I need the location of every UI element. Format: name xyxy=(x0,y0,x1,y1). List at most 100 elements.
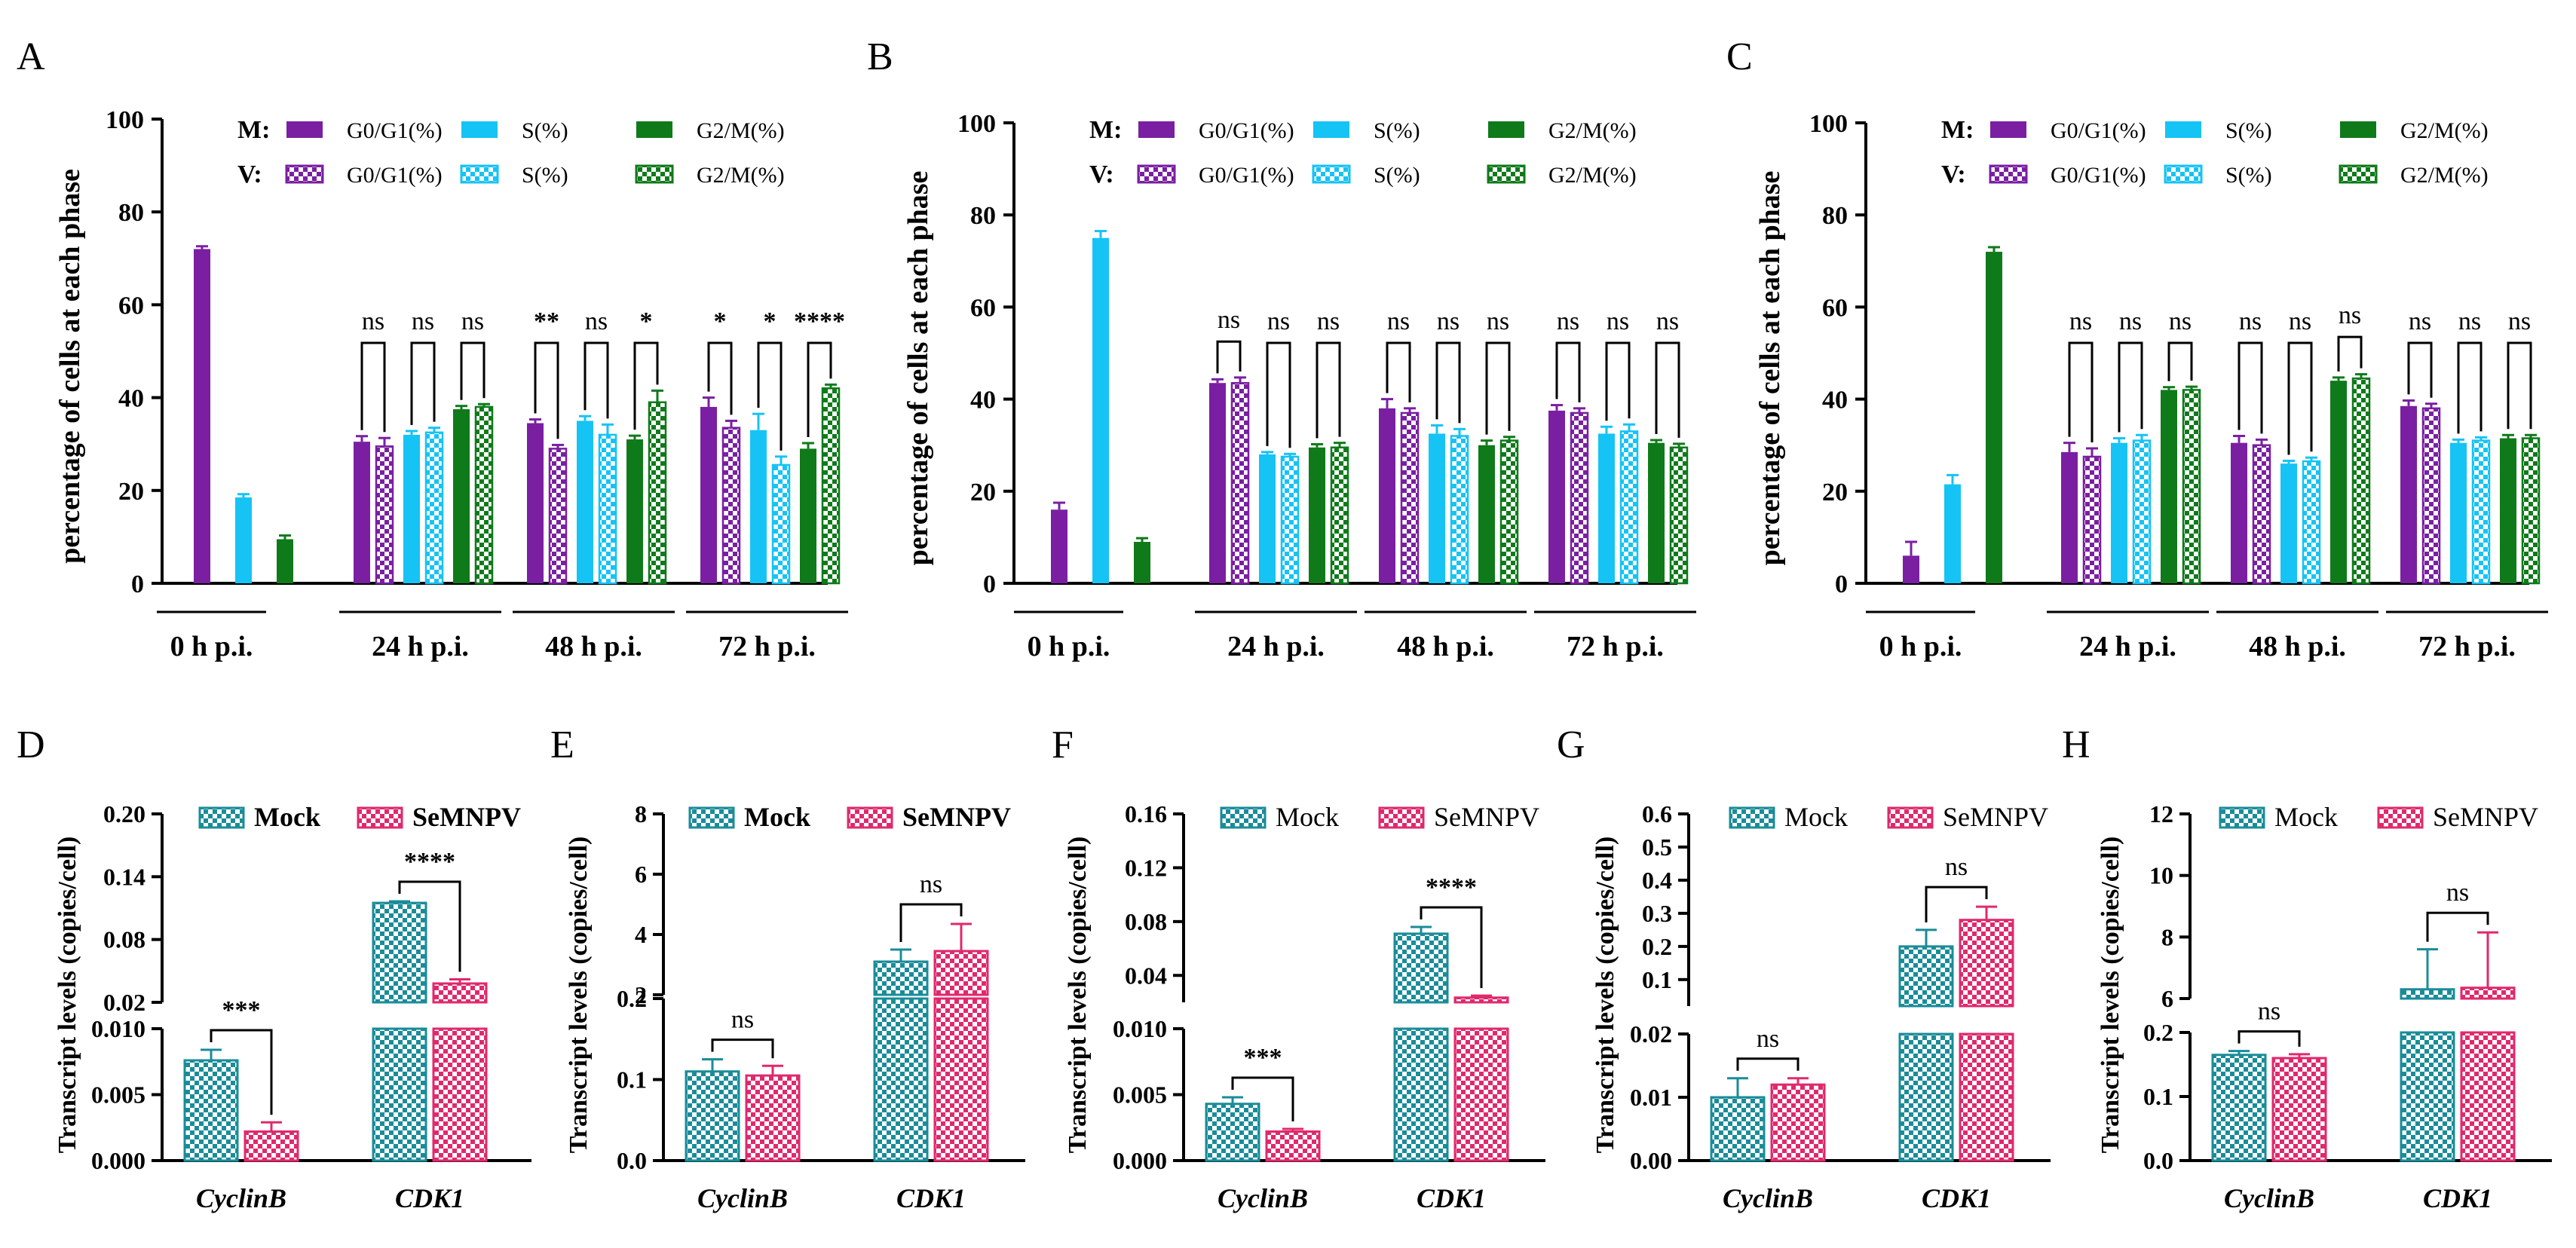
legend-row-label: V: xyxy=(237,161,262,188)
legend-label: G2/M(%) xyxy=(2400,118,2489,143)
significance-bracket xyxy=(1925,886,1988,922)
significance-label: **** xyxy=(404,848,455,876)
y-tick-label: 0 xyxy=(1835,570,1848,598)
significance-bracket xyxy=(633,341,659,430)
legend-label-mock: Mock xyxy=(1276,802,1339,832)
significance-bracket xyxy=(2238,341,2263,434)
legend-swatch xyxy=(2339,164,2378,184)
y-tick-label: 0.1 xyxy=(1642,966,1672,993)
significance-bracket xyxy=(584,341,609,419)
legend-label: S(%) xyxy=(1374,118,1420,143)
y-tick-label: 0.02 xyxy=(103,989,145,1016)
category-label: 0 h p.i. xyxy=(1028,631,1110,662)
y-tick-label: 6 xyxy=(635,861,647,888)
significance-label: ns xyxy=(1218,306,1240,334)
y-tick-label: 0.12 xyxy=(1125,854,1167,881)
y-axis-label: Transcript levels (copies/cell) xyxy=(1591,837,1619,1153)
legend-row-label: M: xyxy=(1941,116,1974,144)
significance-label: * xyxy=(640,307,653,335)
bar xyxy=(1330,446,1349,585)
significance-label: * xyxy=(714,307,727,335)
significance-bracket xyxy=(2068,341,2094,442)
category-label: 24 h p.i. xyxy=(372,631,469,662)
category-label: CDK1 xyxy=(395,1183,464,1213)
y-tick-label: 8 xyxy=(635,800,647,827)
y-tick-label: 0.3 xyxy=(1642,900,1672,927)
bar xyxy=(1669,446,1689,585)
bar xyxy=(2302,460,2321,585)
bar xyxy=(750,430,767,583)
significance-bracket xyxy=(1266,341,1291,448)
legend-row-label: V: xyxy=(1089,161,1114,188)
category-label: CyclinB xyxy=(1218,1183,1308,1213)
bar xyxy=(1265,1130,1321,1162)
y-tick-label: 0.010 xyxy=(91,1015,145,1042)
bar xyxy=(598,433,617,585)
bar xyxy=(2111,442,2127,583)
significance-label: **** xyxy=(1426,873,1477,901)
y-tick-label: 0.000 xyxy=(1113,1147,1167,1174)
y-tick-label: 0.5 xyxy=(1642,834,1672,861)
y-tick-label: 80 xyxy=(1822,202,1848,230)
significance-label: ns xyxy=(1757,1025,1779,1053)
legend-label: G0/G1(%) xyxy=(1199,163,1294,188)
bar xyxy=(1209,383,1226,583)
bar xyxy=(1903,555,1919,583)
bar xyxy=(235,497,252,583)
bar xyxy=(721,427,741,585)
significance-bracket xyxy=(1555,341,1581,402)
significance-label: ns xyxy=(1656,307,1679,335)
significance-label: ns xyxy=(2409,307,2431,335)
bar xyxy=(2280,463,2297,583)
legend-swatch xyxy=(2165,121,2201,138)
bar xyxy=(626,439,643,583)
significance-bracket xyxy=(1386,341,1411,402)
category-label: CDK1 xyxy=(2423,1183,2492,1213)
legend-swatch xyxy=(285,164,324,184)
category-label: CDK1 xyxy=(896,1183,966,1213)
y-tick-label: 0.08 xyxy=(1125,908,1167,935)
bar-lower xyxy=(873,997,929,1162)
legend-label-mock: Mock xyxy=(744,802,810,832)
bar xyxy=(2161,390,2177,583)
y-tick-label: 0.20 xyxy=(103,800,145,827)
bar xyxy=(1259,454,1276,583)
bar xyxy=(375,445,394,585)
bar-lower xyxy=(1959,1032,2014,1162)
legend-label: S(%) xyxy=(522,163,568,188)
legend-label: G0/G1(%) xyxy=(2051,118,2146,143)
transcript-chart-h: 6 8 10 12 0.0 0.1 0.2 Transcript levels (copies… xyxy=(2097,800,2552,1213)
legend-label: G2/M(%) xyxy=(1548,118,1637,143)
legend-swatch xyxy=(461,121,498,138)
significance-label: ns xyxy=(2339,301,2361,329)
bar xyxy=(2351,377,2371,585)
significance-label: ns xyxy=(2169,307,2192,335)
bar xyxy=(1548,410,1565,583)
bar-lower xyxy=(2400,1031,2455,1162)
bar xyxy=(648,401,667,585)
bar-upper xyxy=(1393,932,1449,1004)
panel-label-f: F xyxy=(1052,723,1074,766)
category-label: 72 h p.i. xyxy=(1567,631,1664,662)
bar xyxy=(183,1059,239,1162)
legend-row-label: V: xyxy=(1941,161,1966,188)
bar-lower xyxy=(1393,1027,1449,1162)
y-tick-label: 0.00 xyxy=(1630,1147,1672,1174)
significance-label: ns xyxy=(362,307,384,335)
category-label: CyclinB xyxy=(697,1183,788,1213)
significance-label: ns xyxy=(1317,307,1340,335)
significance-bracket xyxy=(707,341,733,415)
legend-swatch xyxy=(1990,121,2026,138)
legend-swatch xyxy=(1137,164,1176,184)
y-tick-label: 40 xyxy=(118,385,144,413)
significance-label: ns xyxy=(2458,307,2481,335)
legend-label: S(%) xyxy=(522,118,568,143)
bar xyxy=(1309,447,1325,583)
legend-label: G0/G1(%) xyxy=(347,163,443,188)
y-tick-label: 0.02 xyxy=(1630,1020,1672,1048)
significance-bracket xyxy=(1736,1057,1800,1071)
bar xyxy=(1051,509,1067,583)
legend-swatch-semnpv xyxy=(847,806,893,829)
legend-label-semnpv: SeMNPV xyxy=(412,802,521,832)
